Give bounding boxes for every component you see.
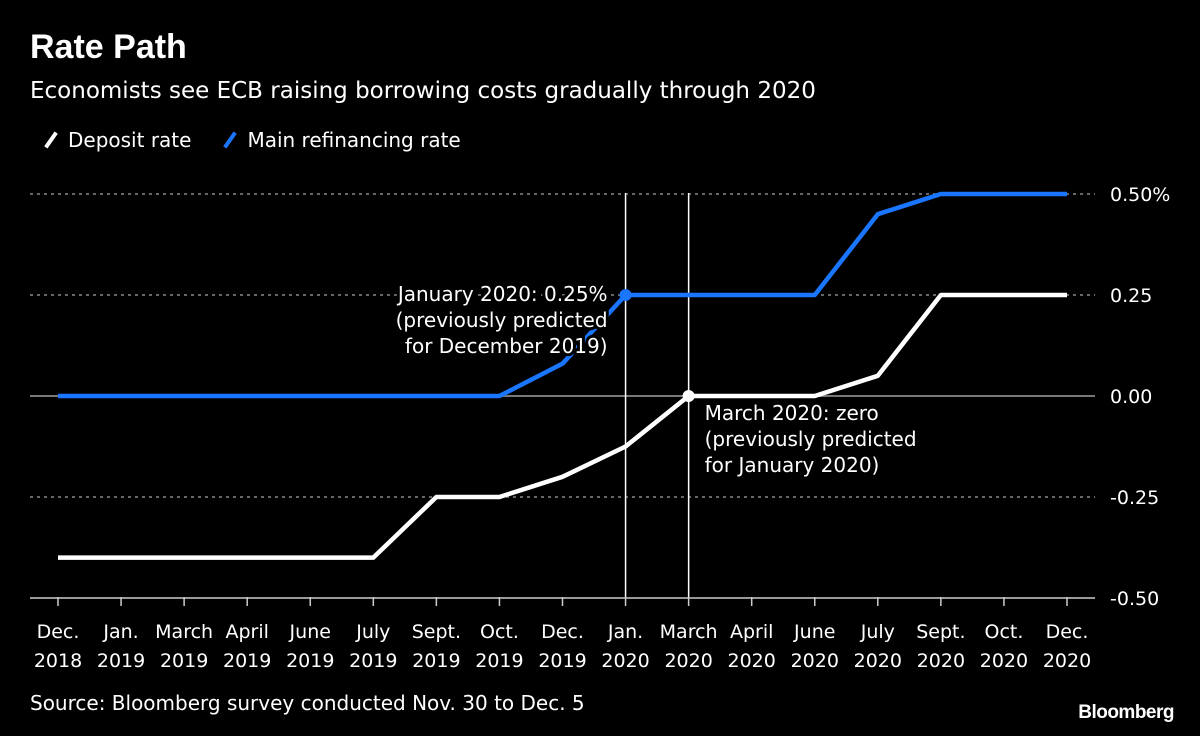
source-note: Source: Bloomberg survey conducted Nov. … bbox=[30, 691, 585, 715]
x-tick-label: 2019 bbox=[475, 650, 523, 672]
annotation-marker bbox=[682, 390, 695, 402]
x-tick-label: 2020 bbox=[854, 650, 902, 672]
x-tick-label: April bbox=[730, 621, 773, 643]
x-tick-label: 2020 bbox=[728, 650, 776, 672]
x-tick-label: 2020 bbox=[664, 650, 712, 672]
y-tick-label: 0.25 bbox=[1110, 285, 1152, 307]
x-tick-label: Sept. bbox=[412, 621, 461, 643]
x-tick-label: March bbox=[155, 621, 213, 643]
x-tick-label: 2019 bbox=[160, 650, 208, 672]
x-tick-label: June bbox=[793, 621, 835, 643]
x-tick-label: 2019 bbox=[97, 650, 145, 672]
x-tick-label: July bbox=[860, 621, 895, 643]
y-tick-label: -0.25 bbox=[1110, 487, 1159, 509]
annotation-text: for December 2019) bbox=[405, 334, 608, 358]
x-tick-label: Dec. bbox=[1046, 621, 1089, 643]
x-tick-label: 2019 bbox=[412, 650, 460, 672]
x-tick-label: Dec. bbox=[541, 621, 584, 643]
annotation-text: March 2020: zero bbox=[705, 401, 879, 425]
annotation-text: January 2020: 0.25% bbox=[396, 282, 608, 306]
x-tick-label: Jan. bbox=[102, 621, 138, 643]
chart-title: Rate Path bbox=[30, 28, 187, 66]
x-tick-label: March bbox=[660, 621, 718, 643]
x-tick-label: Dec. bbox=[37, 621, 80, 643]
legend-label-deposit: Deposit rate bbox=[68, 128, 192, 152]
x-tick-label: June bbox=[289, 621, 331, 643]
x-tick-label: 2019 bbox=[223, 650, 271, 672]
x-tick-label: 2020 bbox=[791, 650, 839, 672]
legend-label-refi: Main refinancing rate bbox=[247, 128, 461, 152]
x-tick-label: 2019 bbox=[538, 650, 586, 672]
annotation-text: (previously predicted bbox=[705, 427, 917, 451]
series-line-deposit bbox=[58, 292, 1067, 560]
x-tick-label: Oct. bbox=[480, 621, 519, 643]
y-tick-label: 0.00 bbox=[1110, 386, 1152, 408]
y-tick-label: 0.50% bbox=[1110, 184, 1170, 206]
series-line-refi bbox=[58, 191, 1067, 399]
y-tick-label: -0.50 bbox=[1110, 588, 1159, 610]
x-tick-label: 2020 bbox=[601, 650, 649, 672]
x-tick-label: July bbox=[355, 621, 390, 643]
x-tick-label: 2020 bbox=[1043, 650, 1091, 672]
x-tick-label: April bbox=[225, 621, 268, 643]
legend-item-deposit: Deposit rate bbox=[42, 128, 191, 152]
x-tick-label: Oct. bbox=[984, 621, 1023, 643]
bloomberg-logo: Bloomberg bbox=[1078, 702, 1174, 723]
x-tick-label: 2018 bbox=[34, 650, 82, 672]
chart-subtitle: Economists see ECB raising borrowing cos… bbox=[30, 78, 816, 104]
legend-item-refi: Main refinancing rate bbox=[221, 128, 461, 152]
x-tick-label: 2020 bbox=[917, 650, 965, 672]
legend: Deposit rate Main refinancing rate bbox=[42, 128, 461, 152]
x-tick-label: 2019 bbox=[349, 650, 397, 672]
x-tick-label: 2019 bbox=[286, 650, 334, 672]
x-tick-label: Sept. bbox=[916, 621, 965, 643]
annotation-text: for January 2020) bbox=[705, 453, 880, 477]
annotation-marker bbox=[619, 289, 632, 301]
x-tick-label: Jan. bbox=[607, 621, 643, 643]
x-tick-label: 2020 bbox=[980, 650, 1028, 672]
annotation-text: (previously predicted bbox=[396, 308, 608, 332]
